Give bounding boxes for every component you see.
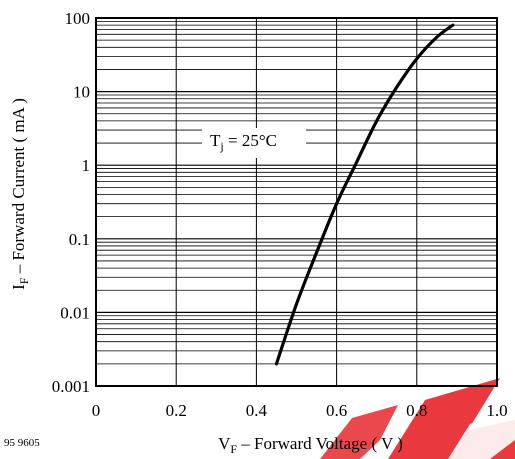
plot-frame (95, 17, 498, 387)
y-tick-label: 0.1 (69, 230, 90, 249)
y-tick-label: 1 (82, 156, 91, 175)
x-tick-label: 0.8 (406, 401, 427, 420)
x-axis-label: VF – Forward Voltage ( V ) (218, 434, 403, 456)
watermark-cutout (448, 404, 515, 459)
y-tick-label: 0.01 (60, 303, 90, 322)
grid (96, 18, 497, 386)
series-layer (274, 23, 455, 366)
x-tick-label: 0.4 (246, 401, 268, 420)
series-line (274, 23, 455, 366)
x-tick-labels: 0 0.2 0.4 0.6 0.8 1.0 (92, 401, 508, 420)
y-tick-label: 100 (65, 9, 91, 28)
watermark-shape (320, 405, 398, 459)
annotation-tj: Tj = 25°C (210, 131, 277, 153)
x-tick-label: 1.0 (486, 401, 507, 420)
watermark-logo (320, 378, 515, 459)
y-tick-label: 10 (73, 83, 90, 102)
x-tick-label: 0.6 (326, 401, 347, 420)
y-tick-label: 0.001 (52, 377, 90, 396)
x-tick-label: 0.2 (166, 401, 187, 420)
annotation-background (202, 128, 306, 158)
y-tick-labels: 0.001 0.01 0.1 1 10 100 (52, 9, 90, 396)
figure-code: 95 9605 (4, 437, 40, 449)
x-tick-label: 0 (92, 401, 101, 420)
y-axis-label: IF – Forward Current ( mA ) (9, 98, 31, 290)
